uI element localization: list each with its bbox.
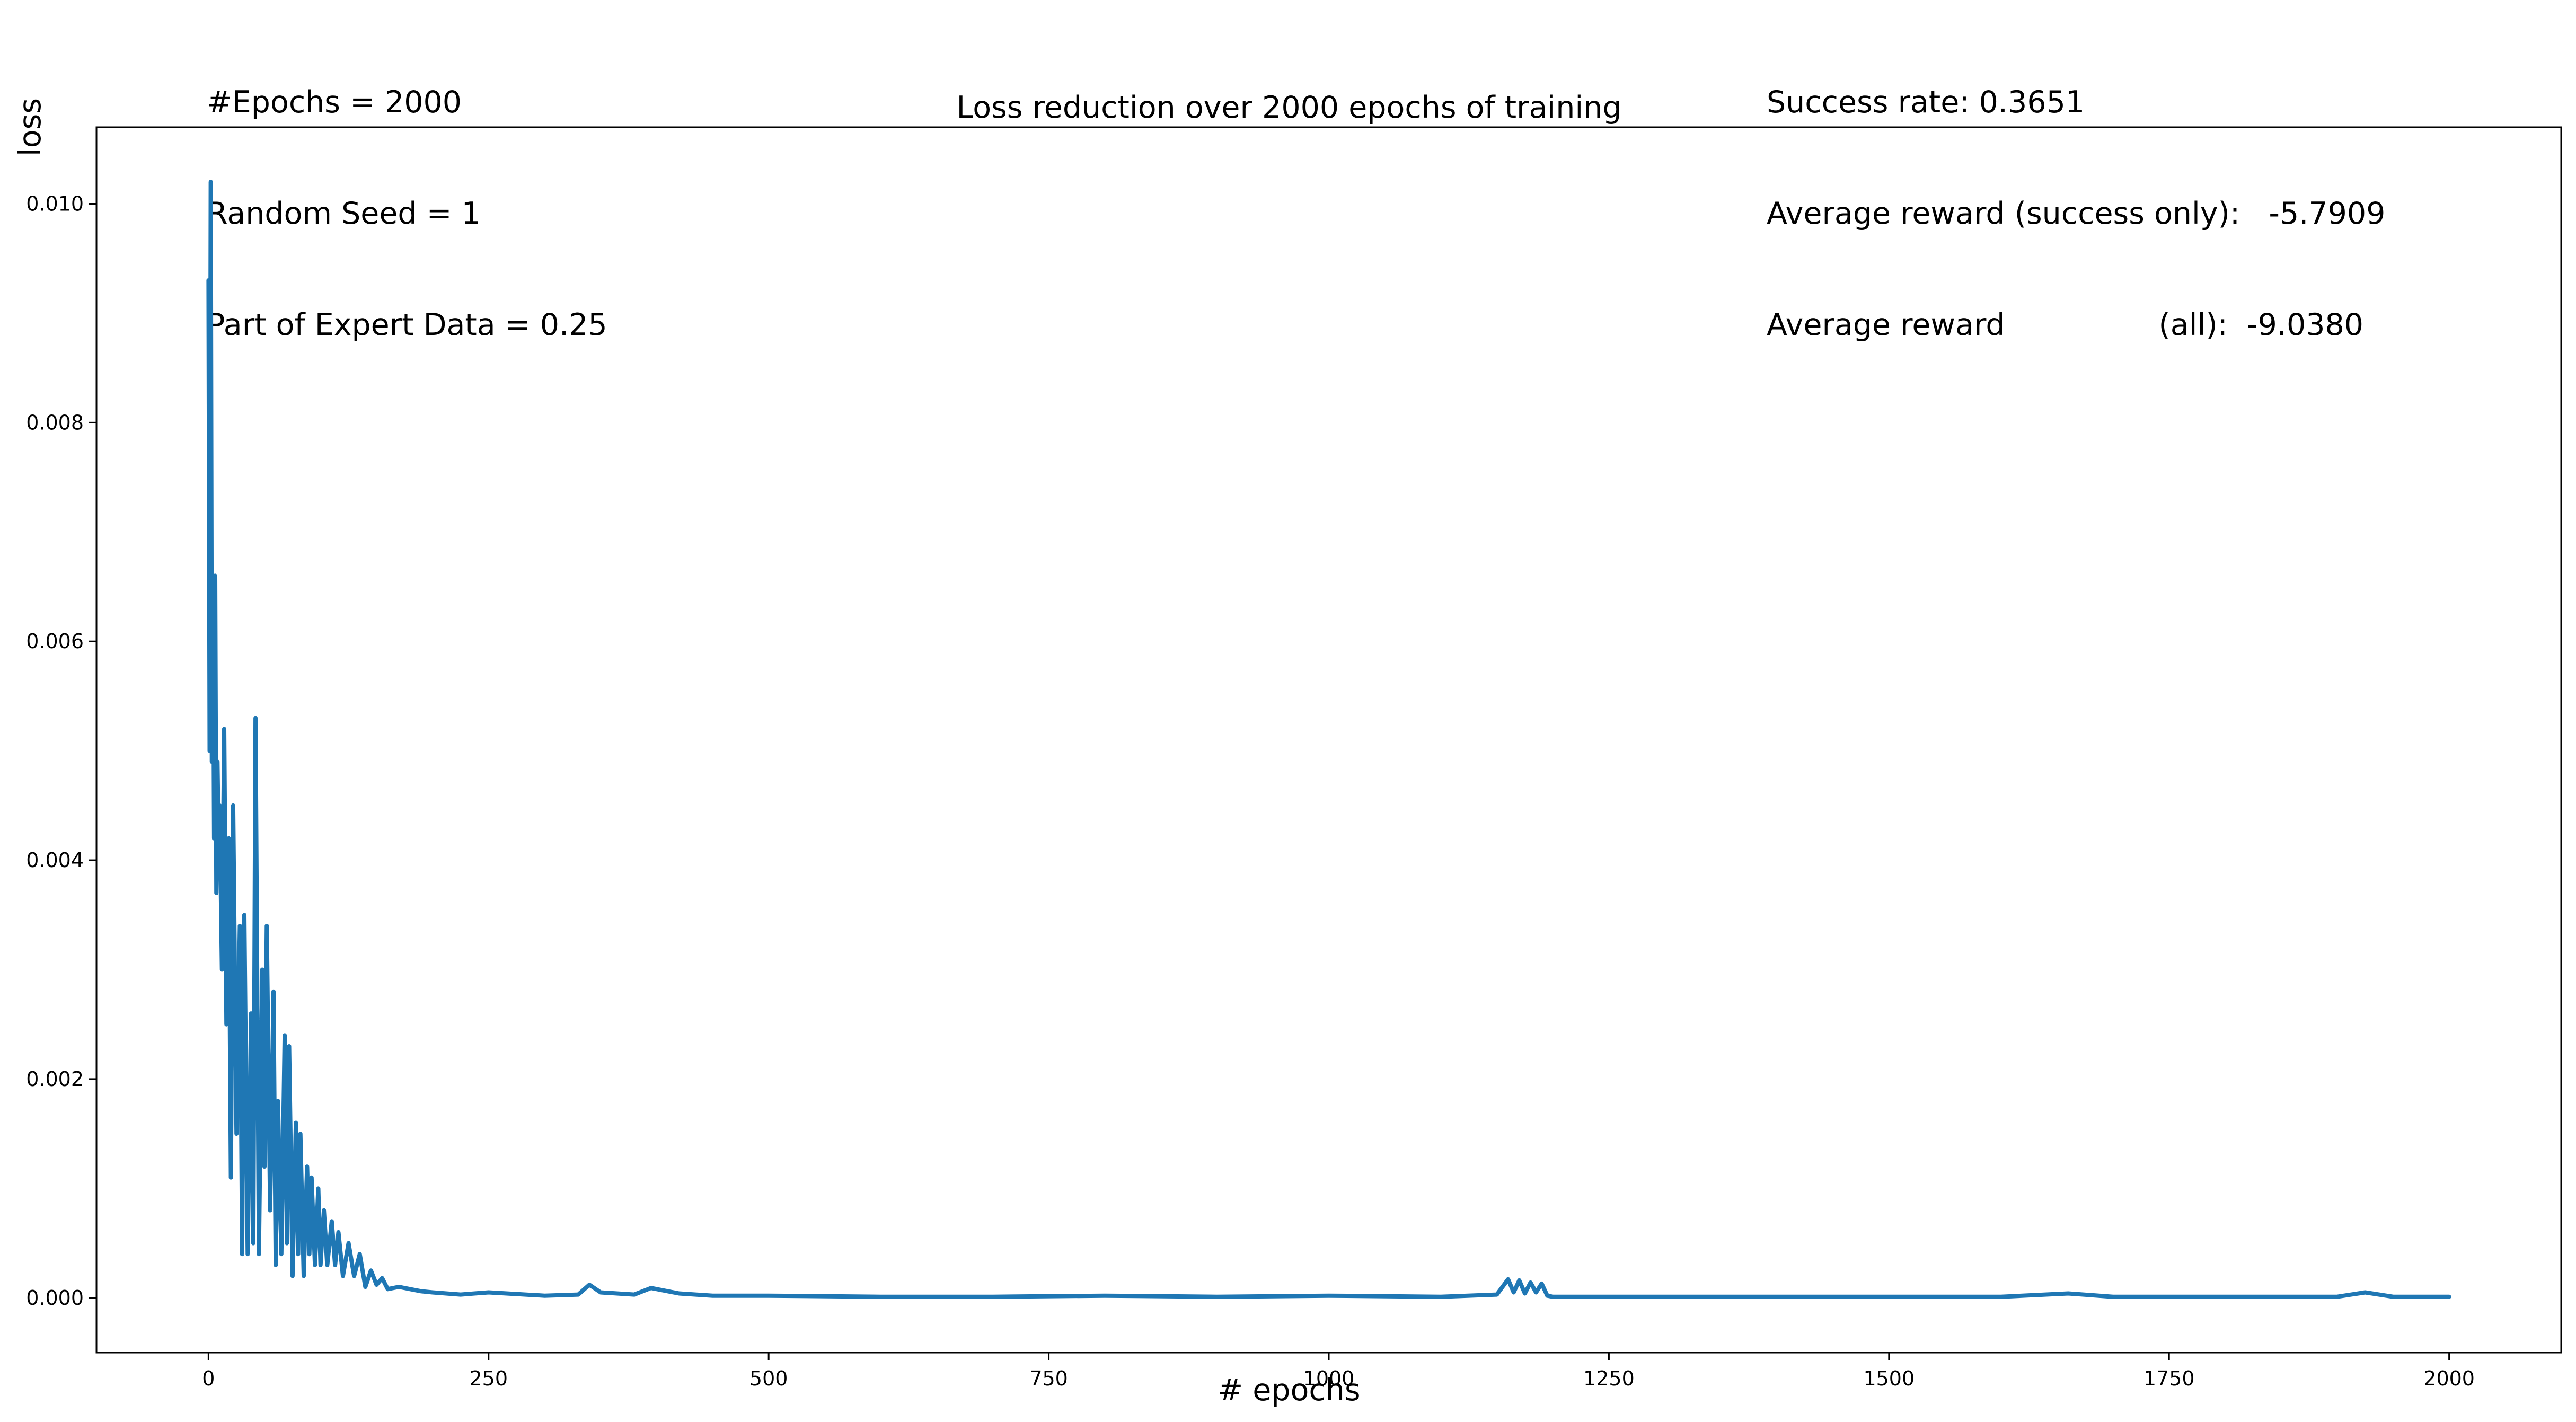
x-tick-label: 1250 <box>1583 1367 1635 1390</box>
info-random-seed: Random Seed = 1 <box>207 196 481 231</box>
loss-series-line <box>206 180 2451 1299</box>
x-tick-label: 250 <box>470 1367 508 1390</box>
chart-title: Loss reduction over 2000 epochs of train… <box>956 90 1621 125</box>
info-epochs: #Epochs = 2000 <box>207 85 462 120</box>
info-right: Success rate: 0.3651 Average reward (suc… <box>1767 10 2385 381</box>
plot-frame <box>95 126 2562 1354</box>
info-avg-reward-all: Average reward (all): -9.0380 <box>1767 307 2364 342</box>
info-expert-data: Part of Expert Data = 0.25 <box>207 307 607 342</box>
x-tick-label: 750 <box>1029 1367 1068 1390</box>
y-axis-label: loss <box>13 98 48 156</box>
info-avg-reward-success: Average reward (success only): -5.7909 <box>1767 196 2386 231</box>
y-tick-label: 0.002 <box>26 1067 84 1091</box>
x-tick-label: 500 <box>749 1367 788 1390</box>
info-success-rate: Success rate: 0.3651 <box>1767 85 2085 120</box>
y-tick-label: 0.000 <box>26 1286 84 1310</box>
y-tick-label: 0.010 <box>26 192 84 216</box>
x-axis-label: # epochs <box>1218 1373 1360 1408</box>
x-tick-label: 1750 <box>2143 1367 2195 1390</box>
x-tick-label: 0 <box>202 1367 215 1390</box>
y-tick-label: 0.008 <box>26 411 84 434</box>
y-tick-label: 0.006 <box>26 630 84 653</box>
x-tick-label: 2000 <box>2423 1367 2475 1390</box>
x-tick-label: 1000 <box>1303 1367 1355 1390</box>
info-left: #Epochs = 2000 Random Seed = 1 Part of E… <box>207 10 607 381</box>
y-tick-label: 0.004 <box>26 849 84 872</box>
x-tick-label: 1500 <box>1863 1367 1915 1390</box>
